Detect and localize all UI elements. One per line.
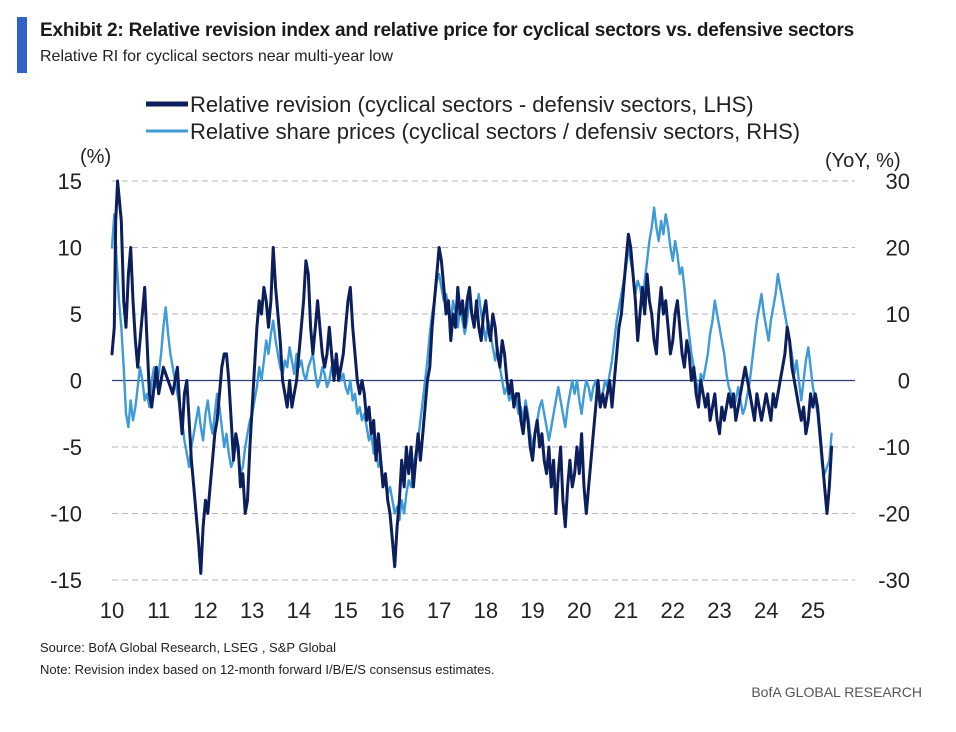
y-right-axis-label: (YoY, %)	[825, 150, 901, 172]
y-right-tick-label: 20	[886, 236, 910, 261]
y-right-tick-label: 0	[898, 369, 910, 394]
x-tick-label: 17	[427, 598, 451, 623]
x-tick-label: 19	[520, 598, 544, 623]
chart-subtitle: Relative RI for cyclical sectors near mu…	[40, 48, 393, 65]
chart-title: Exhibit 2: Relative revision index and r…	[40, 20, 855, 41]
x-tick-label: 23	[707, 598, 731, 623]
y-left-tick-label: -10	[50, 502, 82, 527]
legend-label-lhs: Relative revision (cyclical sectors - de…	[190, 92, 754, 117]
y-right-tick-label: -30	[878, 568, 910, 593]
x-tick-label: 13	[240, 598, 264, 623]
series-line-relative-revision	[110, 179, 834, 575]
y-left-tick-label: -5	[62, 435, 82, 460]
y-left-tick-label: 0	[70, 369, 82, 394]
y-right-tick-label: 10	[886, 302, 910, 327]
y-right-ticks: 30 20 10 0 -10 -20 -30	[878, 169, 910, 593]
x-tick-label: 21	[614, 598, 638, 623]
y-left-tick-label: 10	[58, 236, 82, 261]
y-right-tick-label: 30	[886, 169, 910, 194]
x-tick-label: 12	[193, 598, 217, 623]
series-line-relative-share-prices	[110, 206, 833, 522]
y-left-tick-label: 15	[58, 169, 82, 194]
x-tick-label: 14	[287, 598, 311, 623]
y-right-tick-label: -20	[878, 502, 910, 527]
method-note: Note: Revision index based on 12-month f…	[40, 662, 495, 677]
y-left-tick-label: -15	[50, 568, 82, 593]
y-right-tick-label: -10	[878, 435, 910, 460]
x-tick-label: 18	[474, 598, 498, 623]
x-tick-label: 10	[100, 598, 124, 623]
y-left-tick-label: 5	[70, 302, 82, 327]
title-accent-bar	[17, 17, 27, 73]
x-tick-label: 25	[801, 598, 825, 623]
x-tick-label: 20	[567, 598, 591, 623]
x-tick-label: 24	[754, 598, 778, 623]
y-left-ticks: 15 10 5 0 -5 -10 -15	[50, 169, 82, 593]
legend-label-rhs: Relative share prices (cyclical sectors …	[190, 119, 800, 144]
x-ticks: 10 11 12 13 14 15 16 17 18 19 20 21 22 23 24 25	[100, 598, 825, 623]
series-group	[110, 179, 834, 575]
source-note: Source: BofA Global Research, LSEG , S&P…	[40, 640, 337, 655]
x-tick-label: 16	[380, 598, 404, 623]
x-tick-label: 22	[661, 598, 685, 623]
x-tick-label: 11	[147, 598, 170, 623]
brand-label: BofA GLOBAL RESEARCH	[751, 684, 922, 700]
legend: Relative revision (cyclical sectors - de…	[146, 92, 800, 144]
x-tick-label: 15	[333, 598, 357, 623]
y-left-axis-label: (%)	[80, 146, 111, 168]
